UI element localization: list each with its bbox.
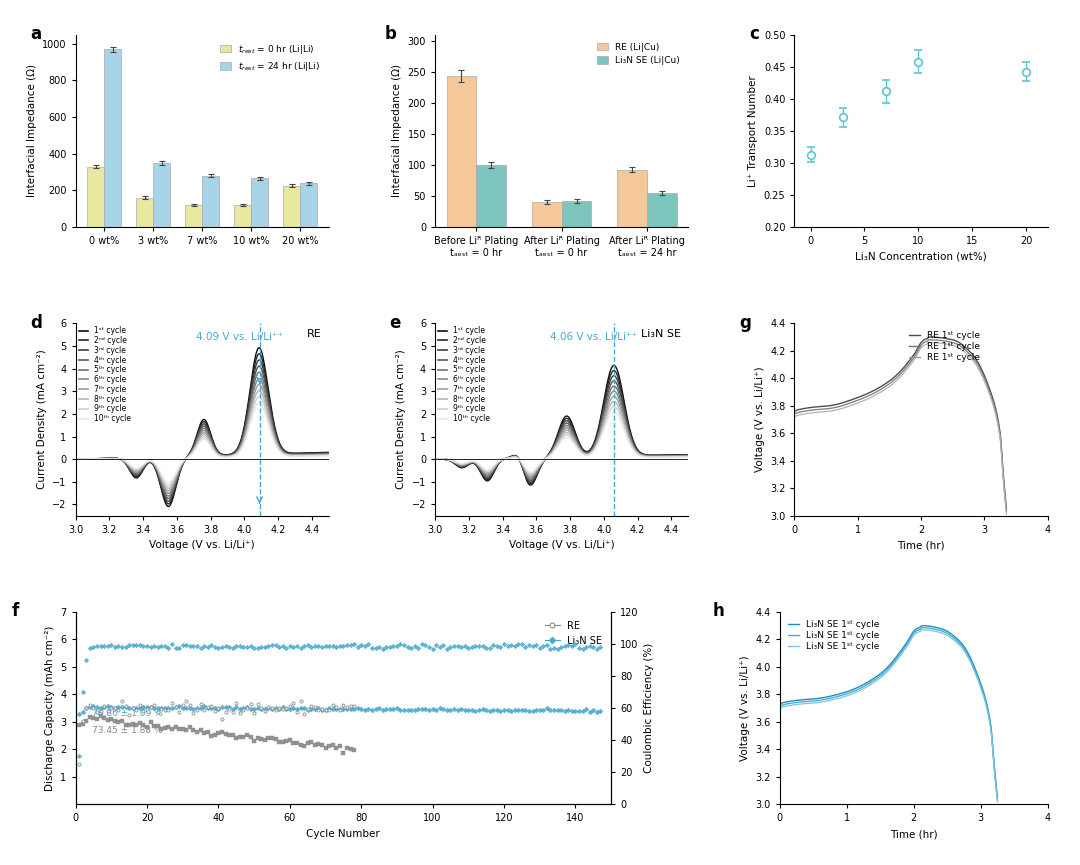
Legend: Li₃N SE 1ˢᵗ cycle, Li₃N SE 1ˢᵗ cycle, Li₃N SE 1ˢᵗ cycle: Li₃N SE 1ˢᵗ cycle, Li₃N SE 1ˢᵗ cycle, Li… [784, 617, 883, 654]
X-axis label: Voltage (V vs. Li/Li⁺): Voltage (V vs. Li/Li⁺) [149, 541, 255, 550]
Legend: RE 1ˢᵗ cycle, RE 1ˢᵗ cycle, RE 1ˢᵗ cycle: RE 1ˢᵗ cycle, RE 1ˢᵗ cycle, RE 1ˢᵗ cycle [905, 328, 984, 366]
Text: h: h [713, 602, 725, 620]
X-axis label: Cycle Number: Cycle Number [307, 829, 380, 839]
X-axis label: Time (hr): Time (hr) [897, 541, 945, 550]
Bar [87, 167, 105, 227]
X-axis label: Time (hr): Time (hr) [890, 829, 937, 839]
Y-axis label: Voltage (V vs. Li/Li⁺): Voltage (V vs. Li/Li⁺) [740, 656, 750, 761]
Bar [136, 198, 153, 227]
Bar [153, 163, 171, 227]
Legend: $t_{rest}$ = 0 hr (Li|Li), $t_{rest}$ = 24 hr (Li|Li): $t_{rest}$ = 0 hr (Li|Li), $t_{rest}$ = … [217, 39, 324, 77]
X-axis label: Li₃N Concentration (wt%): Li₃N Concentration (wt%) [855, 252, 987, 261]
Bar [446, 76, 476, 227]
Bar [531, 202, 562, 227]
Bar [185, 205, 202, 227]
Y-axis label: Li⁺ Transport Number: Li⁺ Transport Number [748, 75, 758, 187]
Text: Li₃N SE: Li₃N SE [640, 329, 680, 339]
Text: 4.09 V vs. Li/Li⁺⁺: 4.09 V vs. Li/Li⁺⁺ [195, 332, 283, 343]
Text: c: c [748, 25, 759, 43]
Text: a: a [30, 25, 41, 43]
Bar [476, 165, 507, 227]
Bar [202, 176, 219, 227]
Text: 73.45 ± 1.88 %: 73.45 ± 1.88 % [92, 727, 162, 735]
Bar [234, 205, 252, 227]
Bar [300, 183, 318, 227]
Text: d: d [30, 314, 42, 331]
Y-axis label: Current Density (mA cm⁻²): Current Density (mA cm⁻²) [396, 349, 406, 490]
Text: e: e [390, 314, 401, 331]
Text: RE: RE [307, 329, 321, 339]
Bar [252, 178, 268, 227]
Y-axis label: Discharge Capacity (mAh cm⁻²): Discharge Capacity (mAh cm⁻²) [44, 625, 55, 791]
Text: b: b [384, 25, 396, 43]
Bar [105, 49, 121, 227]
Legend: RE, Li₃N SE: RE, Li₃N SE [541, 617, 606, 650]
Y-axis label: Voltage (V vs. Li/Li⁺): Voltage (V vs. Li/Li⁺) [755, 367, 765, 472]
Bar [562, 201, 592, 227]
Bar [283, 186, 300, 227]
Bar [617, 170, 647, 227]
Y-axis label: Coulombic Efficiency (%): Coulombic Efficiency (%) [645, 643, 654, 773]
Legend: 1ˢᵗ cycle, 2ⁿᵈ cycle, 3ʳᵈ cycle, 4ᵗʰ cycle, 5ᵗʰ cycle, 6ᵗʰ cycle, 7ᵗʰ cycle, 8ᵗʰ: 1ˢᵗ cycle, 2ⁿᵈ cycle, 3ʳᵈ cycle, 4ᵗʰ cyc… [77, 325, 133, 425]
Text: f: f [11, 602, 18, 620]
Legend: RE (Li|Cu), Li₃N SE (Li|Cu): RE (Li|Cu), Li₃N SE (Li|Cu) [594, 39, 684, 69]
Bar [647, 193, 677, 227]
Y-axis label: Interfacial Impedance (Ω): Interfacial Impedance (Ω) [392, 64, 402, 197]
Text: 78.86 ± 1.09 %: 78.86 ± 1.09 % [92, 709, 162, 718]
Text: 4.06 V vs. Li/Li⁺⁺: 4.06 V vs. Li/Li⁺⁺ [550, 332, 637, 343]
Text: g: g [739, 314, 751, 331]
Legend: 1ˢᵗ cycle, 2ⁿᵈ cycle, 3ʳᵈ cycle, 4ᵗʰ cycle, 5ᵗʰ cycle, 6ᵗʰ cycle, 7ᵗʰ cycle, 8ᵗʰ: 1ˢᵗ cycle, 2ⁿᵈ cycle, 3ʳᵈ cycle, 4ᵗʰ cyc… [436, 325, 491, 425]
Y-axis label: Current Density (mA cm⁻²): Current Density (mA cm⁻²) [37, 349, 46, 490]
X-axis label: Voltage (V vs. Li/Li⁺): Voltage (V vs. Li/Li⁺) [509, 541, 615, 550]
Y-axis label: Interfacial Impedance (Ω): Interfacial Impedance (Ω) [27, 64, 37, 197]
